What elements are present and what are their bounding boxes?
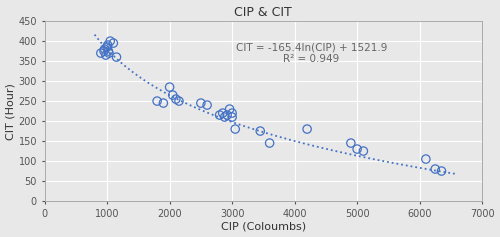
Point xyxy=(105,51,113,55)
Point xyxy=(226,107,234,111)
Point xyxy=(168,93,176,97)
Point xyxy=(104,49,112,53)
Point xyxy=(347,141,355,145)
Point xyxy=(256,129,264,133)
Point xyxy=(360,149,368,153)
Point xyxy=(106,39,114,43)
Point xyxy=(218,111,226,115)
Point xyxy=(160,101,168,105)
Point xyxy=(432,167,440,171)
Point xyxy=(422,157,430,161)
Y-axis label: CIT (Hour): CIT (Hour) xyxy=(6,83,16,140)
Point xyxy=(97,51,105,55)
Point xyxy=(197,101,205,105)
Point xyxy=(110,41,118,45)
Point xyxy=(203,103,211,107)
Text: CIT = -165.4ln(CIP) + 1521.9
R² = 0.949: CIT = -165.4ln(CIP) + 1521.9 R² = 0.949 xyxy=(236,43,387,64)
Point xyxy=(103,45,111,49)
Point xyxy=(223,113,231,117)
Point xyxy=(175,99,183,103)
Point xyxy=(102,53,110,57)
Point xyxy=(166,85,173,89)
Title: CIP & CIT: CIP & CIT xyxy=(234,5,292,18)
Point xyxy=(112,55,120,59)
Point xyxy=(104,43,112,47)
X-axis label: CIP (Coloumbs): CIP (Coloumbs) xyxy=(221,221,306,232)
Point xyxy=(153,99,161,103)
Point xyxy=(100,49,108,53)
Point xyxy=(228,115,236,119)
Point xyxy=(100,47,108,51)
Point xyxy=(231,127,239,131)
Point xyxy=(220,115,228,119)
Point xyxy=(228,111,236,115)
Point xyxy=(216,113,224,117)
Point xyxy=(438,169,446,173)
Point xyxy=(172,97,180,101)
Point xyxy=(266,141,274,145)
Point xyxy=(353,147,361,151)
Point xyxy=(303,127,311,131)
